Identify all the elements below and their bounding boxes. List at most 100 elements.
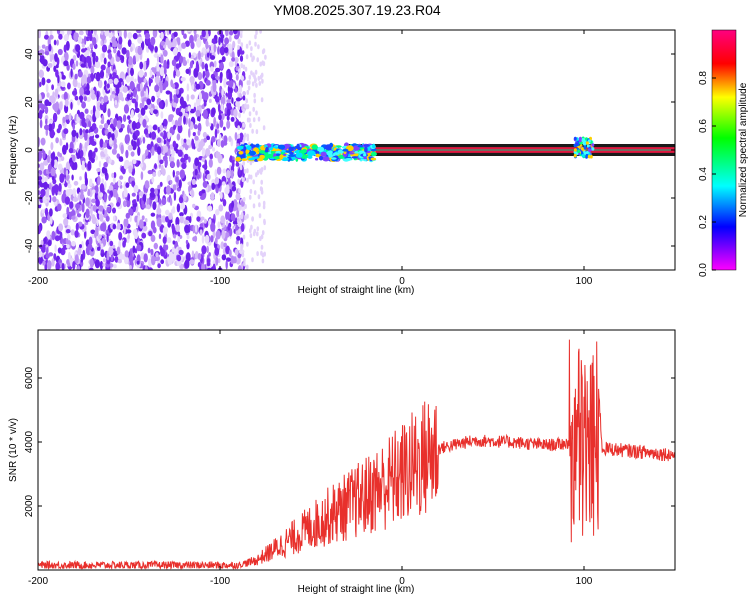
signal-blob [581,153,585,158]
noise-speck [220,215,226,224]
noise-speck [175,176,179,183]
noise-speck [72,261,76,270]
noise-speck [151,176,155,183]
noise-speck [85,36,90,42]
noise-speck [161,168,166,176]
noise-speck [144,180,150,189]
noise-speck [225,232,230,238]
noise-speck [79,111,85,120]
noise-speck [108,194,111,201]
noise-speck [132,199,137,205]
noise-speck [219,192,223,200]
noise-speck [261,258,265,264]
noise-speck [163,145,169,153]
signal-blob [320,151,327,157]
noise-speck [68,113,72,122]
bottom-x-axis: -200 -100 0 100 [28,330,593,587]
noise-speck [175,170,180,176]
noise-speck [39,81,42,88]
noise-speck [208,158,213,168]
noise-speck [138,69,144,78]
noise-speck [38,45,41,50]
noise-speck [183,153,189,161]
noise-speck [262,125,266,131]
noise-speck [261,252,265,258]
noise-speck [63,34,69,42]
noise-speck [211,182,216,190]
noise-speck [91,198,97,204]
noise-speck [54,53,58,62]
snr-frame [37,329,676,571]
noise-speck [127,144,133,151]
noise-speck [183,33,187,39]
signal-blob [581,138,585,142]
noise-speck [154,144,158,151]
noise-speck [107,61,111,68]
noise-speck [151,95,156,103]
noise-speck [256,57,260,63]
noise-speck [85,55,92,64]
noise-speck [245,98,248,104]
noise-speck [62,116,66,124]
noise-speck [136,138,140,148]
noise-speck [154,84,160,93]
noise-speck [103,95,109,103]
noise-speck [160,40,165,46]
noise-speck [55,101,60,111]
noise-speck [154,46,158,53]
noise-speck [246,264,249,270]
noise-speck [51,175,55,181]
noise-speck [146,197,150,206]
noise-speck [242,139,245,145]
noise-speck [246,117,250,123]
noise-speck [179,55,184,64]
noise-speck [214,96,220,103]
noise-speck [176,203,181,213]
noise-speck [75,44,81,53]
noise-speck [130,151,135,157]
noise-speck [39,182,45,188]
noise-speck [157,170,161,178]
noise-speck [225,30,229,37]
noise-speck [178,249,184,256]
noise-speck [62,213,68,219]
noise-speck [242,160,245,166]
noise-speck [160,259,165,265]
noise-speck [253,98,257,104]
noise-speck [99,69,105,79]
noise-speck [81,163,86,171]
noise-speck [210,222,216,232]
noise-speck [244,215,247,221]
noise-speck [237,265,242,270]
noise-speck [57,48,63,56]
noise-speck [102,142,107,149]
noise-speck [150,212,156,217]
noise-speck [176,254,182,262]
noise-speck [92,204,97,212]
noise-speck [90,93,96,100]
noise-speck [65,169,69,177]
noise-speck [179,169,185,179]
noise-speck [113,117,118,128]
noise-speck [156,71,160,78]
noise-speck [100,30,104,36]
noise-speck [163,139,167,145]
noise-speck [257,116,261,122]
noise-speck [38,163,41,168]
noise-speck [96,219,99,227]
noise-speck [252,203,256,209]
noise-speck [98,160,102,168]
noise-speck [196,174,201,179]
noise-speck [222,199,227,207]
noise-speck [191,178,196,185]
noise-speck [173,94,177,100]
noise-speck [151,255,156,266]
noise-speck [128,254,134,264]
noise-speck [153,67,157,75]
noise-speck [107,158,112,164]
noise-speck [103,204,107,210]
noise-speck [101,166,106,174]
colorbar-tick-label: 0.4 [698,167,709,181]
noise-speck [137,36,143,44]
noise-speck [39,255,43,264]
